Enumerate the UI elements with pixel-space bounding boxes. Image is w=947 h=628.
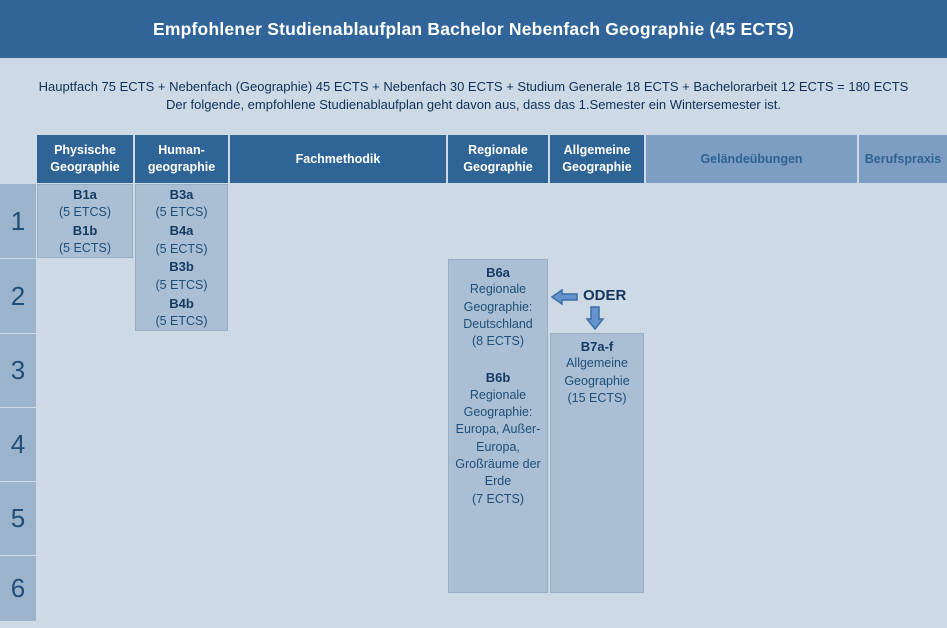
module-code: B6a (486, 265, 510, 280)
header-line: Human- (158, 143, 205, 157)
module-line: Großräume der (455, 456, 541, 471)
module-line: Geographie: (463, 405, 533, 420)
module-credits: (15 ECTS) (567, 390, 627, 405)
module-b6a: B6a Regionale Geographie: Deutschland (8… (449, 264, 547, 350)
header-line: Physische (54, 143, 116, 157)
module-line: Geographie: (463, 299, 533, 314)
column-header-fachmethodik: Fachmethodik (230, 135, 446, 183)
module-box-b6: B6a Regionale Geographie: Deutschland (8… (448, 259, 548, 593)
module-credits: (5 ECTS) (58, 241, 112, 256)
header-line: Allgemeine (563, 143, 631, 157)
column-header-humangeographie: Human- geographie (135, 135, 228, 183)
module-code: B6b (485, 370, 511, 386)
module-box-b1: B1a (5 ETCS) B1b (5 ECTS) (37, 184, 133, 258)
column-header-gelaendeuebungen: Geländeübungen (646, 135, 857, 183)
module-credits: (8 ECTS) (471, 334, 525, 349)
column-header-berufspraxis: Berufspraxis (859, 135, 947, 183)
module-line: Europa, Außer- (455, 422, 541, 437)
header-line: geographie (147, 160, 216, 174)
semester-cell-2: 2 (0, 259, 36, 333)
module-line: Regionale (469, 387, 527, 402)
header-line: Fachmethodik (295, 151, 381, 166)
semester-cell-4: 4 (0, 408, 36, 481)
module-line: Regionale (469, 282, 527, 297)
subtitle-line-1: Hauptfach 75 ECTS + Nebenfach (Geographi… (38, 79, 909, 94)
module-code: B7a-f (580, 339, 614, 354)
module-b6b: B6b Regionale Geographie: Europa, Außer-… (449, 369, 547, 507)
semester-cell-3: 3 (0, 334, 36, 407)
header-line: Regionale (468, 143, 528, 157)
oder-label: ODER (583, 287, 627, 304)
down-arrow-icon (585, 306, 605, 330)
subtitle-line-2: Der folgende, empfohlene Studienablaufpl… (166, 97, 781, 112)
module-line: Allgemeine (566, 356, 628, 371)
semester-cell-6: 6 (0, 556, 36, 621)
module-code: B1b (72, 222, 98, 238)
semester-cell-5: 5 (0, 482, 36, 555)
module-box-b7: B7a-f Allgemeine Geographie (15 ECTS) (550, 333, 644, 593)
module-credits: (5 ECTS) (155, 241, 208, 256)
header-line: Geländeübungen (700, 151, 803, 166)
header-line: Geographie (463, 160, 533, 174)
module-box-b3-b4: B3a (5 ETCS) B4a (5 ECTS) B3b (5 ETCS) B… (135, 184, 228, 331)
header-line: Berufspraxis (864, 151, 942, 166)
module-credits: (5 ETCS) (155, 205, 208, 220)
module-line: Erde (484, 474, 512, 489)
module-line: Europa, (476, 439, 520, 454)
module-credits: (5 ETCS) (58, 205, 112, 220)
semester-cell-1: 1 (0, 184, 36, 258)
module-credits: (5 ETCS) (155, 277, 208, 292)
header-line: Geographie (562, 160, 632, 174)
module-line: Deutschland (463, 316, 533, 331)
column-header-regionale-geographie: Regionale Geographie (448, 135, 548, 183)
column-header-allgemeine-geographie: Allgemeine Geographie (550, 135, 644, 183)
module-code: B4a (169, 223, 194, 239)
module-code: B3b (169, 259, 194, 275)
module-code: B1a (73, 186, 97, 202)
module-code: B4b (169, 295, 194, 311)
column-header-physische-geographie: Physische Geographie (37, 135, 133, 183)
module-code: B3a (169, 186, 194, 202)
module-credits: (5 ETCS) (155, 314, 208, 329)
module-credits: (7 ECTS) (471, 491, 525, 506)
page-title: Empfohlener Studienablaufplan Bachelor N… (153, 18, 794, 39)
module-line: Geographie (564, 373, 630, 388)
title-bar: Empfohlener Studienablaufplan Bachelor N… (0, 0, 947, 58)
header-line: Geographie (50, 160, 120, 174)
left-arrow-icon (551, 289, 578, 305)
spacer (449, 350, 547, 369)
